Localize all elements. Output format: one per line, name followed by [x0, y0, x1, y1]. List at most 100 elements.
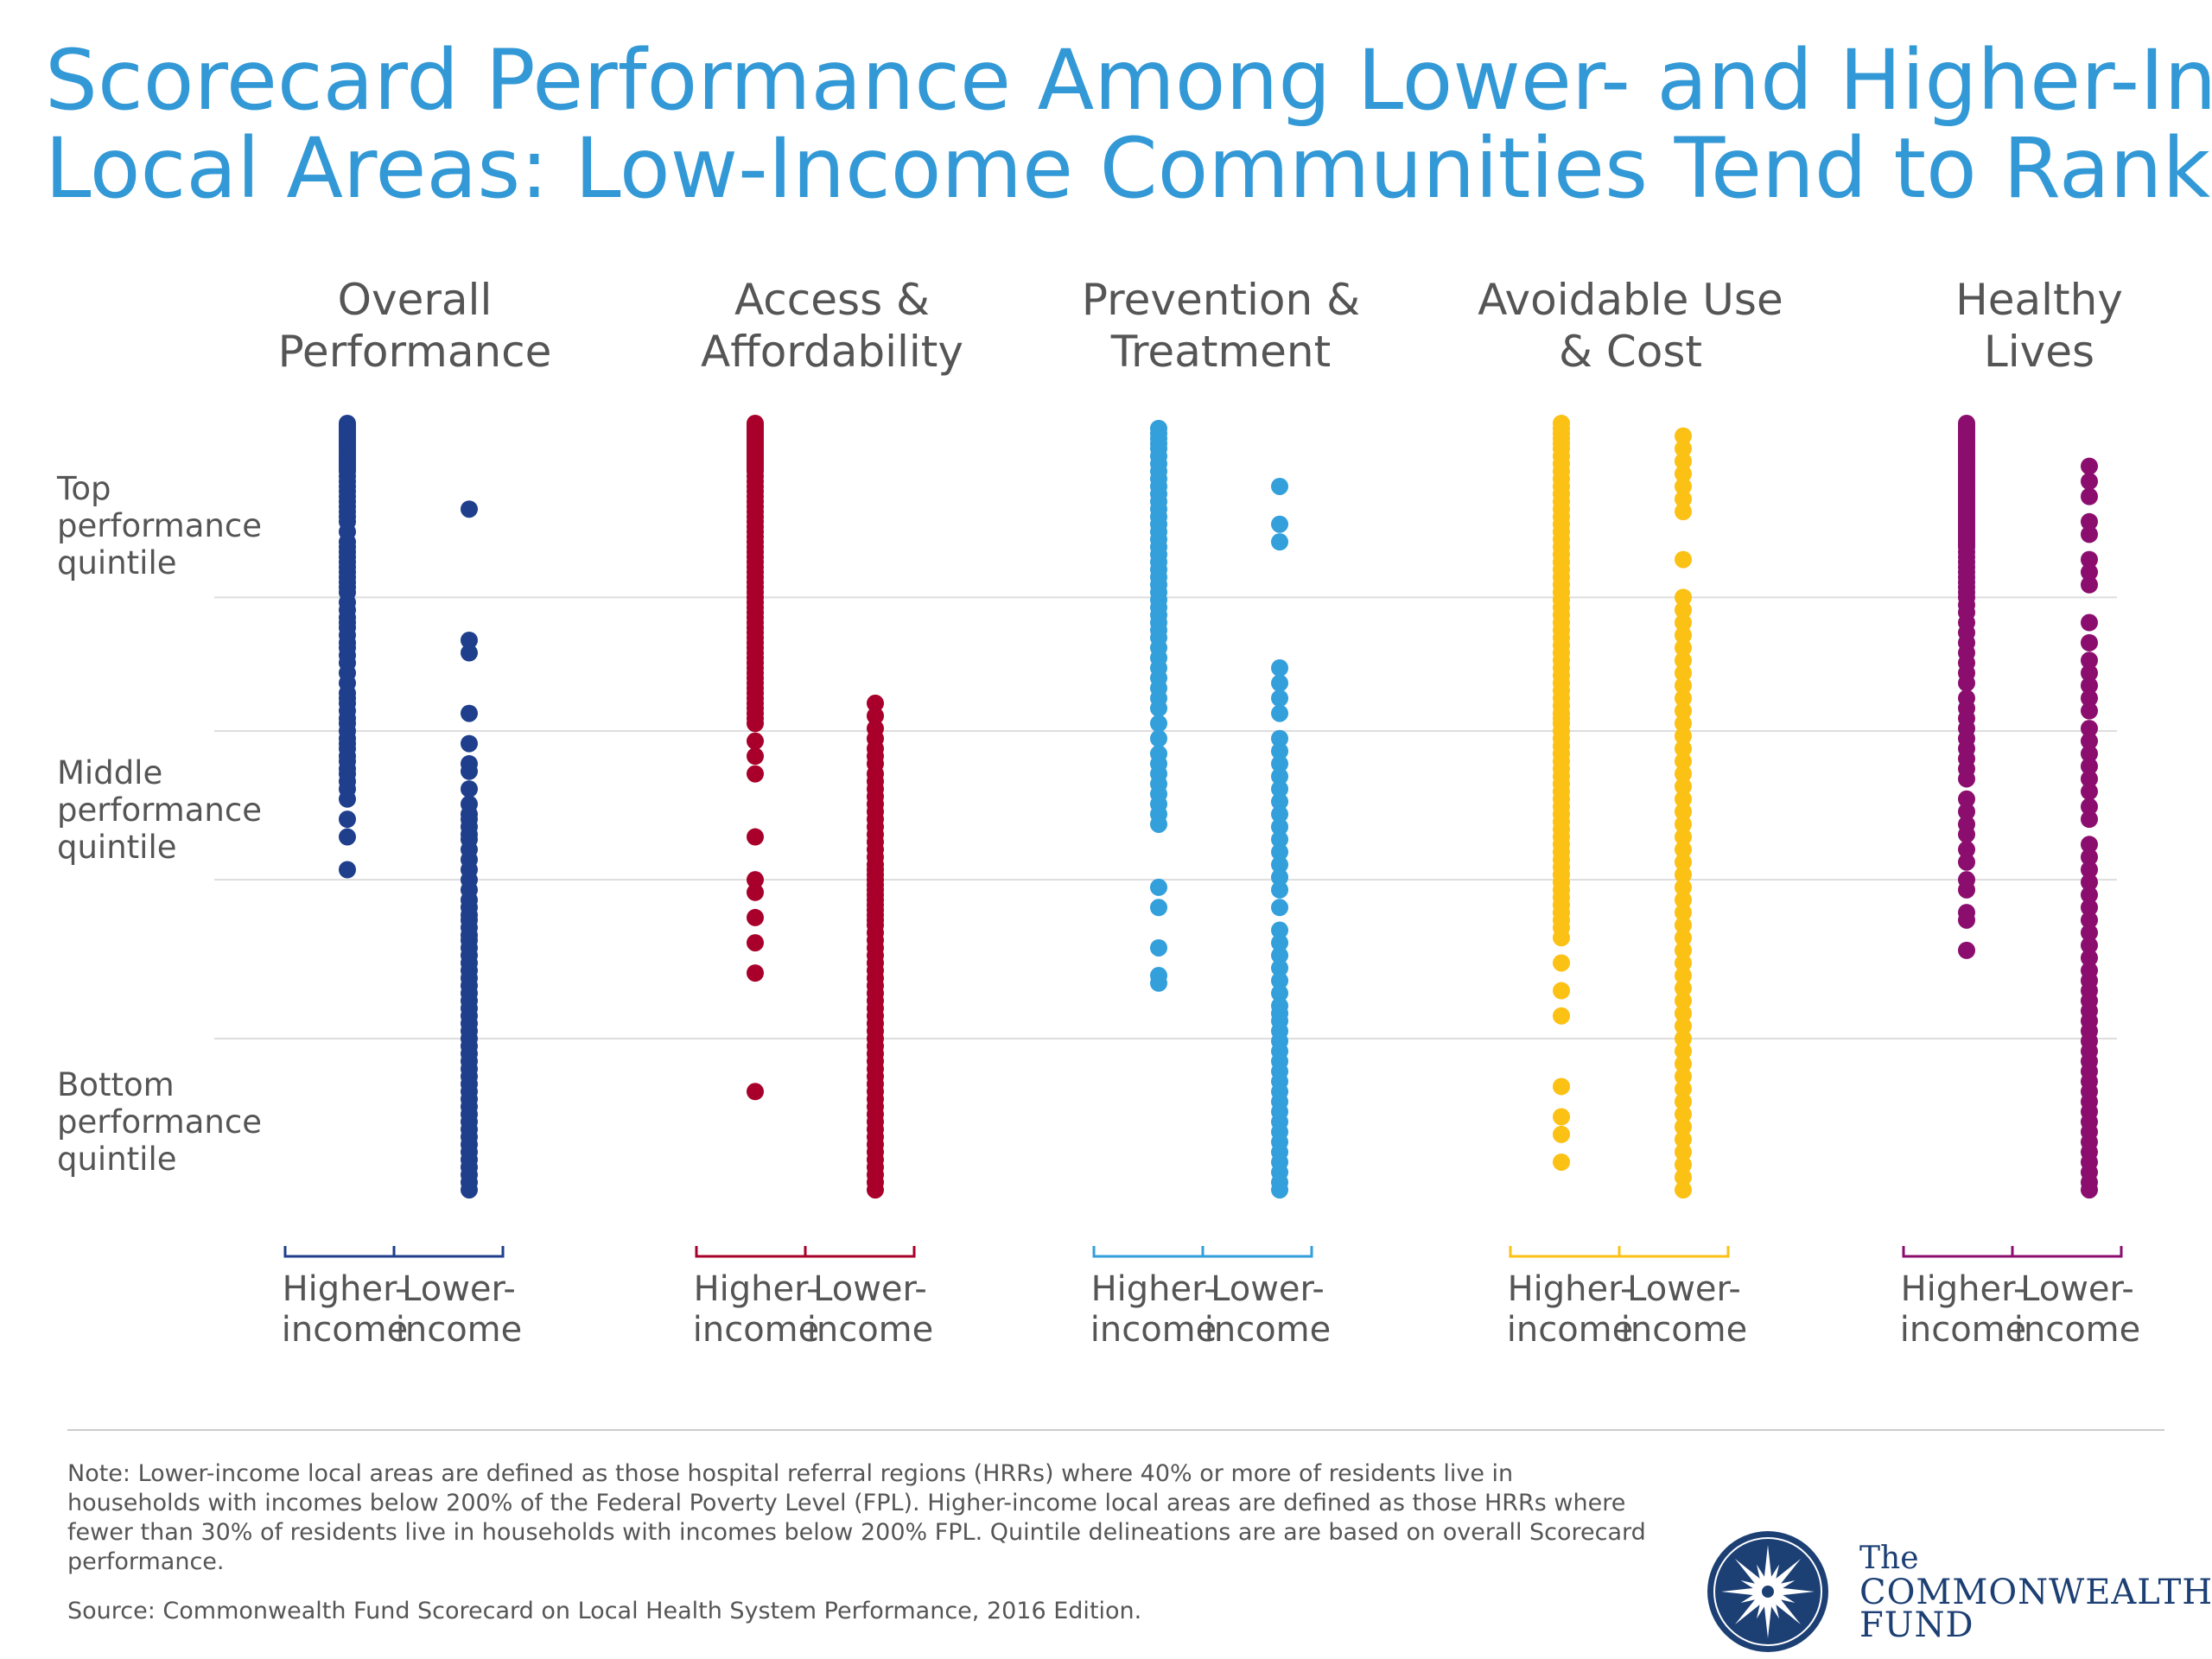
dot-higher-5-87	[1958, 911, 1975, 929]
dot-higher-3-38	[1150, 729, 1167, 747]
dot-lower-3-13	[1271, 805, 1288, 823]
dot-lower-5-9	[2081, 633, 2098, 652]
dot-lower-4-31	[1675, 878, 1692, 896]
series-lower-income-group-3	[1271, 477, 1288, 1199]
row-label-middle-line-3: quintile	[57, 829, 177, 866]
dot-lower-4-11	[1675, 626, 1692, 645]
dot-lower-1-7	[461, 780, 478, 798]
dot-lower-5-15	[2081, 720, 2098, 738]
dot-lower-5-22	[2081, 810, 2098, 829]
dot-lower-5-14	[2081, 702, 2098, 720]
dot-lower-4-7	[1675, 550, 1692, 569]
dot-lower-4-37	[1675, 954, 1692, 972]
dot-lower-4-42	[1675, 1017, 1692, 1035]
note-line-2: households with incomes below 200% of th…	[67, 1490, 1625, 1516]
dot-lower-3-23	[1271, 946, 1288, 964]
dot-lower-4-20	[1675, 740, 1692, 758]
dot-lower-4-3	[1675, 465, 1692, 483]
dot-lower-3-25	[1271, 971, 1288, 989]
category-higher-label-2-2: income	[693, 1310, 820, 1350]
dot-higher-2-77	[747, 934, 764, 952]
category-lower-label-5-1: Lower-	[2020, 1269, 2134, 1309]
category-lower-label-5-2: income	[2014, 1310, 2141, 1350]
dot-higher-4-77	[1553, 1153, 1570, 1171]
group-5-title-line-1: Healthy	[1955, 275, 2123, 325]
dot-lower-1-2	[461, 644, 478, 662]
bracket-path-3	[1092, 1246, 1313, 1258]
dot-higher-3-46	[1150, 815, 1167, 833]
dot-lower-4-0	[1675, 427, 1692, 445]
compass-star-seal-icon	[1707, 1531, 1828, 1652]
dot-lower-4-52	[1675, 1143, 1692, 1161]
dot-higher-3-48	[1150, 899, 1167, 917]
chart-groups: OverallPerformanceHigher-incomeLower-inc…	[278, 275, 2141, 1350]
dot-lower-5-11	[2081, 664, 2098, 682]
dot-higher-2-76	[747, 908, 764, 926]
dot-lower-3-14	[1271, 817, 1288, 836]
dot-lower-5-4	[2081, 525, 2098, 543]
dot-lower-4-4	[1675, 477, 1692, 495]
dot-higher-1-71	[339, 810, 356, 829]
row-label-top: Top performance quintile	[56, 470, 262, 582]
dot-lower-3-9	[1271, 754, 1288, 772]
group-4-title-line-1: Avoidable Use	[1478, 275, 1783, 325]
dot-lower-5-8	[2081, 613, 2098, 632]
dot-higher-2-69	[747, 715, 764, 733]
dot-higher-3-49	[1150, 938, 1167, 957]
bracket-group-4	[1509, 1246, 1730, 1258]
dot-lower-5-30	[2081, 924, 2098, 942]
row-label-middle-line-2: performance	[57, 791, 262, 829]
category-lower-label-1-2: income	[396, 1310, 523, 1350]
dot-lower-1-0	[461, 500, 478, 518]
dot-higher-2-70	[747, 732, 764, 750]
dot-lower-3-18	[1271, 868, 1288, 887]
dot-higher-5-85	[1958, 880, 1975, 899]
group-2-title-line-2: Affordability	[701, 327, 963, 377]
dot-lower-4-38	[1675, 967, 1692, 985]
dot-lower-4-30	[1675, 866, 1692, 884]
dot-lower-4-5	[1675, 490, 1692, 508]
note-line-3: fewer than 30% of residents live in hous…	[67, 1519, 1646, 1546]
dot-lower-4-35	[1675, 929, 1692, 947]
dot-lower-4-50	[1675, 1118, 1692, 1136]
dot-lower-5-27	[2081, 886, 2098, 904]
dot-higher-4-71	[1553, 954, 1570, 972]
dot-lower-5-20	[2081, 783, 2098, 801]
dot-higher-3-47	[1150, 878, 1167, 896]
dot-lower-4-32	[1675, 891, 1692, 909]
dot-lower-3-24	[1271, 959, 1288, 977]
row-label-middle: Middle performance quintile	[57, 754, 262, 866]
category-higher-label-5-2: income	[1900, 1310, 2027, 1350]
dot-lower-3-1	[1271, 515, 1288, 533]
bracket-group-3	[1092, 1246, 1313, 1258]
dot-lower-4-29	[1675, 853, 1692, 871]
dot-higher-1-70	[339, 790, 356, 808]
dot-lower-1-1	[461, 631, 478, 649]
dot-lower-5-10	[2081, 652, 2098, 670]
series-lower-income-group-5	[2081, 457, 2098, 1199]
dot-lower-5-0	[2081, 457, 2098, 475]
bracket-group-2	[695, 1246, 916, 1258]
dot-lower-4-22	[1675, 765, 1692, 783]
dot-higher-4-74	[1553, 1077, 1570, 1096]
bracket-path-2	[695, 1246, 916, 1258]
dot-lower-4-53	[1675, 1155, 1692, 1173]
dot-lower-5-16	[2081, 732, 2098, 750]
dot-lower-1-4	[461, 734, 478, 753]
dot-lower-2-1	[867, 707, 884, 725]
dot-lower-1-6	[461, 762, 478, 780]
dot-lower-4-51	[1675, 1130, 1692, 1148]
bracket-group-5	[1902, 1246, 2123, 1258]
dot-lower-4-18	[1675, 715, 1692, 733]
dot-lower-5-19	[2081, 770, 2098, 788]
dot-lower-5-3	[2081, 512, 2098, 531]
dot-lower-3-46	[1271, 1181, 1288, 1199]
row-label-top-line-3: quintile	[57, 544, 177, 582]
bracket-path-5	[1902, 1246, 2123, 1258]
dot-lower-5-12	[2081, 677, 2098, 695]
group-2-title-line-1: Access &	[734, 275, 930, 325]
category-higher-label-4-2: income	[1507, 1310, 1634, 1350]
dot-lower-5-13	[2081, 690, 2098, 708]
dot-higher-2-72	[747, 765, 764, 783]
